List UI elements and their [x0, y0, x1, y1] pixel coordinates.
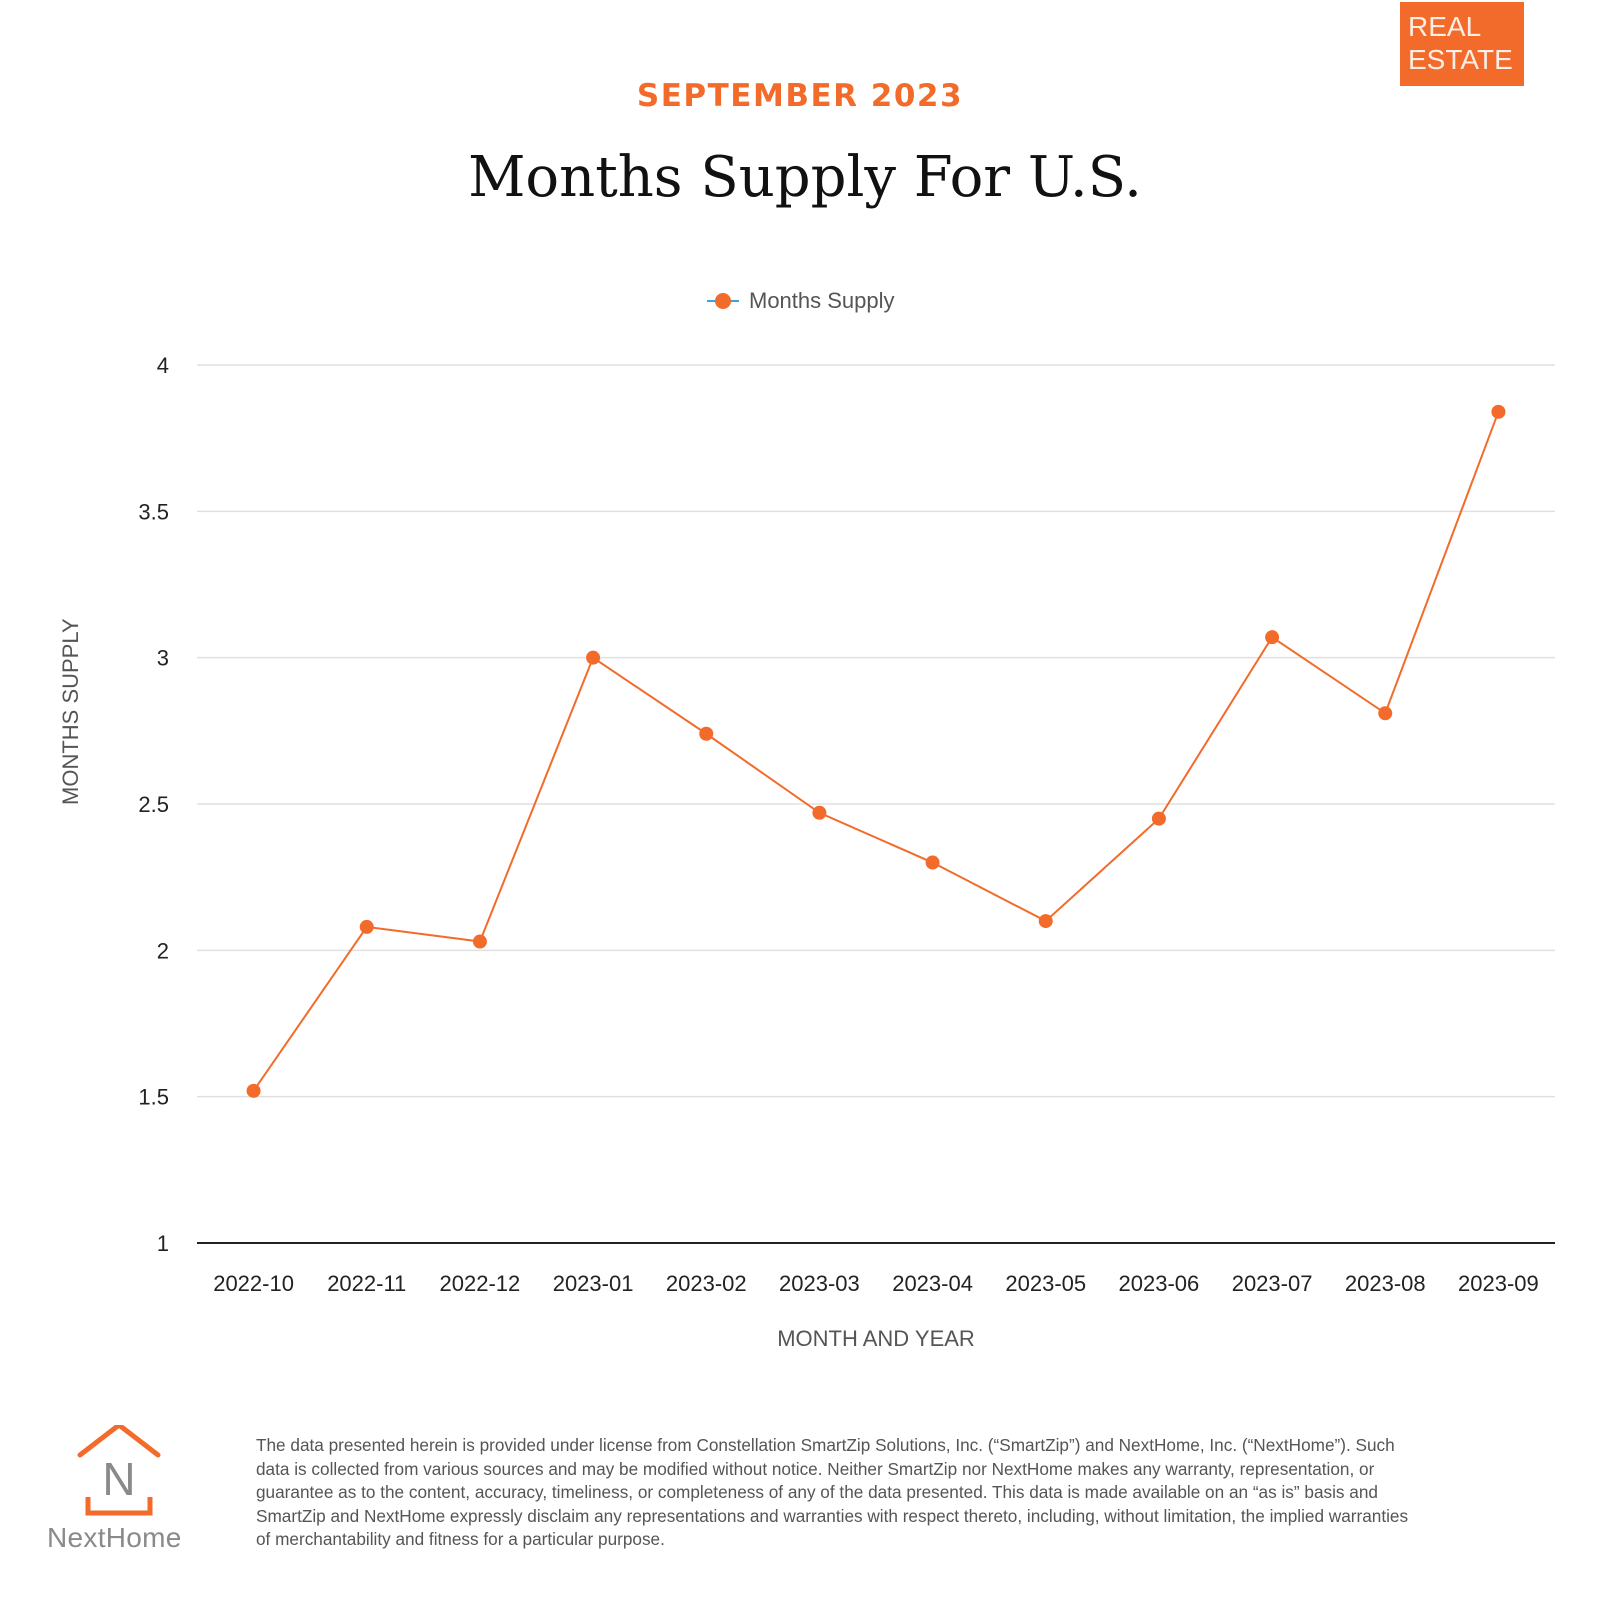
- x-tick-label: 2022-11: [327, 1271, 406, 1296]
- data-points: [246, 404, 1506, 1098]
- x-tick-label: 2023-08: [1345, 1271, 1426, 1296]
- series-line-months-supply: [252, 411, 1500, 1092]
- data-point-2023-04[interactable]: [925, 855, 940, 870]
- y-tick-label: 3: [157, 646, 169, 671]
- x-tick-label: 2023-01: [553, 1271, 634, 1296]
- y-axis-label: MONTHS SUPPLY: [58, 618, 83, 805]
- data-point-2023-09[interactable]: [1491, 404, 1506, 419]
- data-point-2022-11[interactable]: [359, 919, 374, 934]
- x-tick-label: 2023-06: [1119, 1271, 1200, 1296]
- data-point-2023-01[interactable]: [586, 650, 601, 665]
- legend-marker-icon: [707, 292, 739, 310]
- y-tick-label: 2: [157, 938, 169, 963]
- badge-line-1: REAL: [1408, 11, 1482, 42]
- x-tick-label: 2022-12: [440, 1271, 521, 1296]
- x-tick-label: 2023-05: [1005, 1271, 1086, 1296]
- nexthome-logo-text: NextHome: [47, 1522, 182, 1553]
- badge-line-2: ESTATE: [1408, 44, 1513, 75]
- y-tick-label: 1: [157, 1231, 169, 1256]
- x-tick-label: 2023-09: [1458, 1271, 1539, 1296]
- real-estate-badge: REAL ESTATE: [1400, 2, 1524, 86]
- x-tick-label: 2023-02: [666, 1271, 747, 1296]
- disclaimer-text: The data presented herein is provided un…: [256, 1435, 1409, 1550]
- x-tick-label: 2023-07: [1232, 1271, 1313, 1296]
- x-tick-labels: 2022-10 2022-11 2022-12 2023-01 2023-02 2023-…: [213, 1271, 1539, 1296]
- x-tick-label: 2023-04: [892, 1271, 973, 1296]
- data-point-2023-08[interactable]: [1378, 706, 1393, 721]
- data-point-2022-10[interactable]: [246, 1083, 261, 1098]
- data-point-2023-06[interactable]: [1151, 811, 1166, 826]
- nexthome-logo-icon: N: [77, 1425, 161, 1516]
- y-tick-label: 2.5: [138, 792, 169, 817]
- logo-letter: N: [102, 1453, 135, 1505]
- chart-title: Months Supply For U.S.: [468, 145, 1142, 210]
- x-tick-label: 2023-03: [779, 1271, 860, 1296]
- report-month: SEPTEMBER 2023: [636, 78, 964, 114]
- data-point-2023-02[interactable]: [699, 726, 714, 741]
- chart-legend[interactable]: Months Supply: [707, 288, 895, 314]
- y-tick-labels: 1 1.5 2 2.5 3 3.5 4: [138, 353, 169, 1256]
- y-tick-label: 1.5: [138, 1085, 169, 1110]
- data-point-2022-12[interactable]: [472, 934, 487, 949]
- data-point-2023-07[interactable]: [1265, 630, 1280, 645]
- y-tick-label: 4: [157, 353, 169, 378]
- x-tick-label: 2022-10: [213, 1271, 294, 1296]
- x-axis-label: MONTH AND YEAR: [777, 1326, 975, 1351]
- gridlines: [197, 364, 1555, 1098]
- data-point-2023-05[interactable]: [1038, 914, 1053, 929]
- data-point-2023-03[interactable]: [812, 805, 827, 820]
- y-tick-label: 3.5: [138, 499, 169, 524]
- legend-label: Months Supply: [749, 288, 895, 313]
